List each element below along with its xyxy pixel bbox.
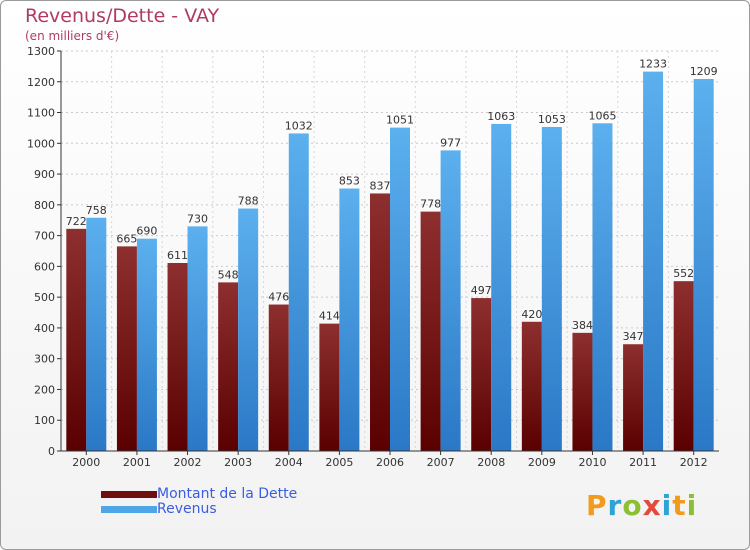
x-tick-label: 2003 <box>224 456 252 469</box>
logo-letter: P <box>586 489 608 522</box>
bar-revenus <box>693 79 714 451</box>
data-label-revenus: 853 <box>339 175 360 188</box>
bar-revenus <box>187 226 208 451</box>
bar-debt <box>370 193 390 451</box>
bar-revenus <box>440 150 461 451</box>
data-label-revenus: 1065 <box>588 109 616 122</box>
legend-label-debt: Montant de la Dette <box>157 486 298 502</box>
legend-swatch-revenus <box>101 506 157 513</box>
bar-revenus <box>86 217 107 451</box>
axes: 0 100 200 300 400 500 600 700 800 900 1000 1100 1200… <box>27 45 719 469</box>
bar-debt <box>319 323 340 451</box>
x-tick-label: 2007 <box>427 456 455 469</box>
x-tick-label: 2004 <box>275 456 303 469</box>
bar-revenus <box>643 71 664 451</box>
data-label-debt: 384 <box>572 319 593 332</box>
bar-revenus <box>390 127 410 451</box>
bar-revenus <box>541 127 562 451</box>
bar-revenus <box>339 188 360 452</box>
data-label-debt: 552 <box>673 267 694 280</box>
grid-lines <box>61 50 719 452</box>
data-label-debt: 722 <box>66 215 87 228</box>
bar-revenus <box>288 133 309 451</box>
data-label-revenus: 1209 <box>690 65 718 78</box>
x-tick-label: 2001 <box>123 456 151 469</box>
logo-letter: i <box>686 489 698 522</box>
x-tick-label: 2005 <box>325 456 353 469</box>
bar-debt <box>420 211 441 451</box>
bar-revenus <box>136 238 157 451</box>
data-label-revenus: 758 <box>86 204 107 217</box>
logo-letter: x <box>642 489 662 522</box>
legend-label-revenus: Revenus <box>157 501 217 517</box>
data-label-revenus: 1051 <box>386 114 414 127</box>
y-tick-label: 1000 <box>27 137 55 150</box>
y-tick-label: 100 <box>34 414 55 427</box>
data-label-debt: 611 <box>167 249 188 262</box>
bar-debt <box>521 321 542 451</box>
chart-title: Revenus/Dette - VAY <box>25 5 220 27</box>
data-label-debt: 347 <box>623 330 644 343</box>
x-tick-label: 2008 <box>477 456 505 469</box>
x-tick-label: 2000 <box>72 456 100 469</box>
y-tick-label: 1200 <box>27 76 55 89</box>
data-label-revenus: 788 <box>238 195 259 208</box>
data-label-debt: 420 <box>521 308 542 321</box>
y-tick-label: 300 <box>34 353 55 366</box>
logo-letter: t <box>672 489 687 522</box>
data-label-debt: 497 <box>471 284 492 297</box>
legend-swatch-debt <box>101 491 157 498</box>
bar-debt <box>167 263 188 451</box>
bar-revenus <box>491 123 512 451</box>
data-label-debt: 414 <box>319 310 340 323</box>
proxiti-logo: Proxiti <box>586 489 697 522</box>
bar-debt <box>471 298 492 451</box>
data-label-debt: 548 <box>218 268 239 281</box>
y-tick-label: 500 <box>34 291 55 304</box>
y-tick-label: 900 <box>34 168 55 181</box>
data-label-debt: 837 <box>370 179 391 192</box>
y-tick-label: 600 <box>34 260 55 273</box>
bar-revenus <box>592 123 613 452</box>
y-tick-label: 1300 <box>27 45 55 58</box>
bar-debt <box>572 332 593 451</box>
data-label-revenus: 1233 <box>639 58 667 71</box>
x-tick-label: 2002 <box>174 456 202 469</box>
x-tick-label: 2009 <box>528 456 556 469</box>
logo-letter: i <box>661 489 673 522</box>
x-tick-label: 2010 <box>578 456 606 469</box>
bar-debt <box>673 281 694 451</box>
data-label-revenus: 1032 <box>285 119 313 132</box>
bar-debt <box>218 282 239 451</box>
y-tick-label: 200 <box>34 383 55 396</box>
x-tick-label: 2011 <box>629 456 657 469</box>
data-label-debt: 476 <box>268 291 289 304</box>
y-tick-label: 700 <box>34 230 55 243</box>
logo-letter: o <box>622 489 643 522</box>
bar-debt <box>116 246 137 451</box>
bar-debt <box>268 304 289 451</box>
data-label-revenus: 690 <box>136 225 157 238</box>
data-label-revenus: 977 <box>440 136 461 149</box>
data-label-revenus: 730 <box>187 212 208 225</box>
chart-subtitle: (en milliers d'€) <box>25 29 120 43</box>
x-tick-label: 2006 <box>376 456 404 469</box>
y-tick-label: 1100 <box>27 107 55 120</box>
bar-debt <box>623 344 644 451</box>
data-label-revenus: 1053 <box>538 113 566 126</box>
bar-debt <box>66 228 87 451</box>
bar-revenus <box>238 208 259 451</box>
x-tick-label: 2012 <box>680 456 708 469</box>
y-tick-label: 0 <box>48 445 55 458</box>
y-tick-label: 800 <box>34 199 55 212</box>
data-label-debt: 665 <box>116 232 137 245</box>
logo-letter: r <box>607 489 623 522</box>
data-label-debt: 778 <box>420 198 441 211</box>
data-label-revenus: 1063 <box>487 110 515 123</box>
bars <box>66 71 714 452</box>
y-tick-label: 400 <box>34 322 55 335</box>
